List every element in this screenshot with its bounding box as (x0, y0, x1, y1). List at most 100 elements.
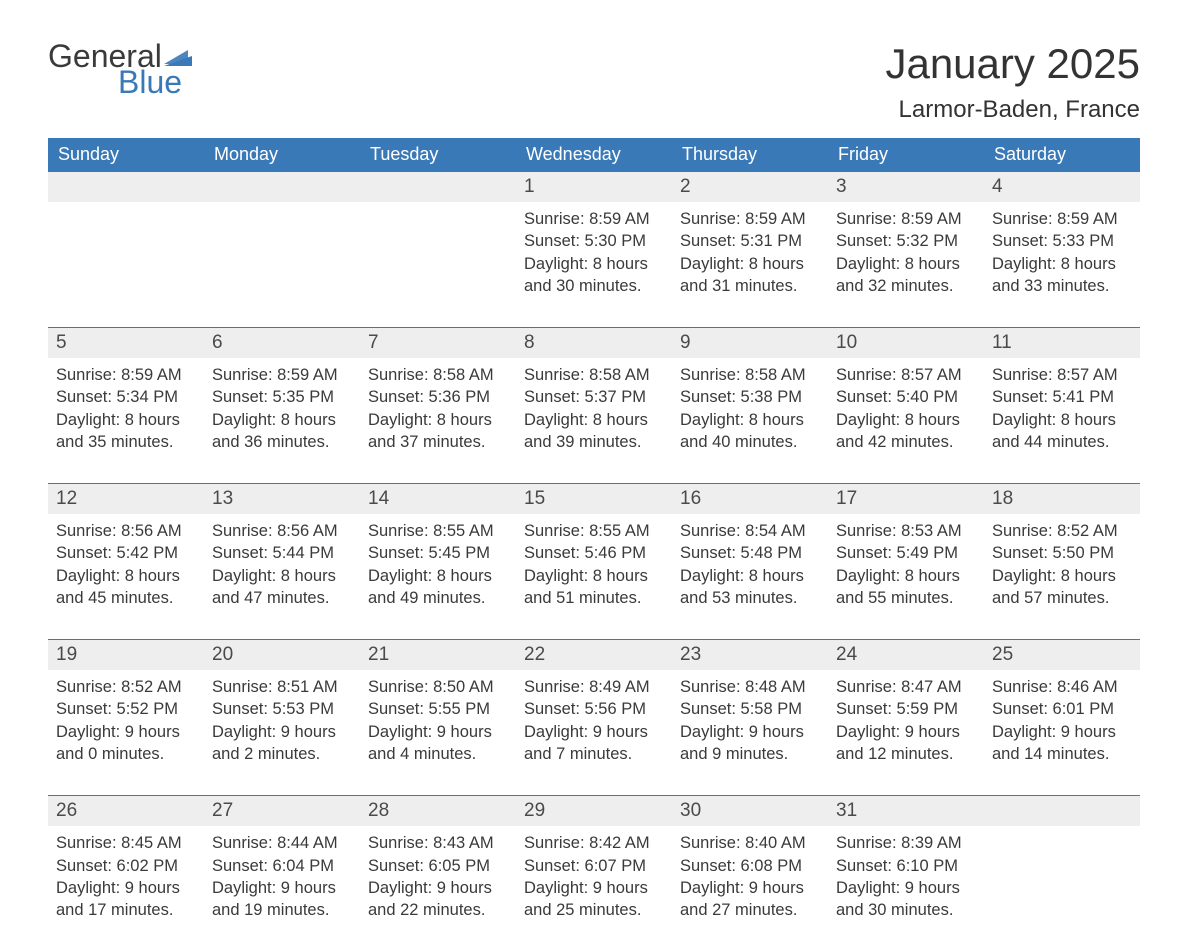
day-body: Sunrise: 8:51 AMSunset: 5:53 PMDaylight:… (204, 670, 360, 795)
day-body: Sunrise: 8:55 AMSunset: 5:45 PMDaylight:… (360, 514, 516, 639)
day-number: 26 (48, 796, 204, 826)
day-body: Sunrise: 8:59 AMSunset: 5:35 PMDaylight:… (204, 358, 360, 483)
day-body: Sunrise: 8:40 AMSunset: 6:08 PMDaylight:… (672, 826, 828, 951)
calendar-day-cell: 20Sunrise: 8:51 AMSunset: 5:53 PMDayligh… (204, 640, 360, 796)
calendar-day-cell (360, 172, 516, 328)
weekday-header: Sunday (48, 138, 204, 172)
day-number: 7 (360, 328, 516, 358)
day-body (48, 202, 204, 292)
page-header: General Blue January 2025 Larmor-Baden, … (48, 40, 1140, 124)
day-body: Sunrise: 8:53 AMSunset: 5:49 PMDaylight:… (828, 514, 984, 639)
day-number: 11 (984, 328, 1140, 358)
calendar-day-cell: 19Sunrise: 8:52 AMSunset: 5:52 PMDayligh… (48, 640, 204, 796)
calendar-day-cell: 8Sunrise: 8:58 AMSunset: 5:37 PMDaylight… (516, 328, 672, 484)
day-number: 17 (828, 484, 984, 514)
weekday-header: Tuesday (360, 138, 516, 172)
calendar-week-row: 26Sunrise: 8:45 AMSunset: 6:02 PMDayligh… (48, 796, 1140, 951)
weekday-header: Friday (828, 138, 984, 172)
day-number: 22 (516, 640, 672, 670)
calendar-day-cell: 22Sunrise: 8:49 AMSunset: 5:56 PMDayligh… (516, 640, 672, 796)
day-body (984, 826, 1140, 916)
day-number: 24 (828, 640, 984, 670)
calendar-day-cell: 31Sunrise: 8:39 AMSunset: 6:10 PMDayligh… (828, 796, 984, 951)
day-body: Sunrise: 8:59 AMSunset: 5:31 PMDaylight:… (672, 202, 828, 327)
calendar-day-cell: 18Sunrise: 8:52 AMSunset: 5:50 PMDayligh… (984, 484, 1140, 640)
day-body (204, 202, 360, 292)
day-body: Sunrise: 8:49 AMSunset: 5:56 PMDaylight:… (516, 670, 672, 795)
day-number: 15 (516, 484, 672, 514)
logo-text-blue: Blue (118, 66, 192, 98)
day-number: 2 (672, 172, 828, 202)
day-body: Sunrise: 8:47 AMSunset: 5:59 PMDaylight:… (828, 670, 984, 795)
calendar-day-cell: 29Sunrise: 8:42 AMSunset: 6:07 PMDayligh… (516, 796, 672, 951)
calendar-week-row: 1Sunrise: 8:59 AMSunset: 5:30 PMDaylight… (48, 172, 1140, 328)
calendar-day-cell: 12Sunrise: 8:56 AMSunset: 5:42 PMDayligh… (48, 484, 204, 640)
calendar-day-cell: 25Sunrise: 8:46 AMSunset: 6:01 PMDayligh… (984, 640, 1140, 796)
calendar-day-cell: 26Sunrise: 8:45 AMSunset: 6:02 PMDayligh… (48, 796, 204, 951)
calendar-day-cell: 30Sunrise: 8:40 AMSunset: 6:08 PMDayligh… (672, 796, 828, 951)
day-number: 6 (204, 328, 360, 358)
calendar-day-cell: 11Sunrise: 8:57 AMSunset: 5:41 PMDayligh… (984, 328, 1140, 484)
weekday-header: Thursday (672, 138, 828, 172)
weekday-header: Saturday (984, 138, 1140, 172)
day-number: 13 (204, 484, 360, 514)
day-number (360, 172, 516, 202)
day-body: Sunrise: 8:48 AMSunset: 5:58 PMDaylight:… (672, 670, 828, 795)
calendar-day-cell (48, 172, 204, 328)
day-number: 14 (360, 484, 516, 514)
calendar-day-cell: 21Sunrise: 8:50 AMSunset: 5:55 PMDayligh… (360, 640, 516, 796)
calendar-day-cell: 9Sunrise: 8:58 AMSunset: 5:38 PMDaylight… (672, 328, 828, 484)
day-number: 31 (828, 796, 984, 826)
day-number: 18 (984, 484, 1140, 514)
day-body: Sunrise: 8:44 AMSunset: 6:04 PMDaylight:… (204, 826, 360, 951)
day-number (204, 172, 360, 202)
calendar-day-cell: 10Sunrise: 8:57 AMSunset: 5:40 PMDayligh… (828, 328, 984, 484)
calendar-week-row: 19Sunrise: 8:52 AMSunset: 5:52 PMDayligh… (48, 640, 1140, 796)
logo: General Blue (48, 40, 192, 98)
day-number: 23 (672, 640, 828, 670)
calendar-table: SundayMondayTuesdayWednesdayThursdayFrid… (48, 138, 1140, 951)
day-body: Sunrise: 8:45 AMSunset: 6:02 PMDaylight:… (48, 826, 204, 951)
calendar-day-cell: 1Sunrise: 8:59 AMSunset: 5:30 PMDaylight… (516, 172, 672, 328)
day-body: Sunrise: 8:57 AMSunset: 5:41 PMDaylight:… (984, 358, 1140, 483)
calendar-day-cell: 24Sunrise: 8:47 AMSunset: 5:59 PMDayligh… (828, 640, 984, 796)
calendar-week-row: 5Sunrise: 8:59 AMSunset: 5:34 PMDaylight… (48, 328, 1140, 484)
day-body: Sunrise: 8:59 AMSunset: 5:32 PMDaylight:… (828, 202, 984, 327)
day-body: Sunrise: 8:52 AMSunset: 5:50 PMDaylight:… (984, 514, 1140, 639)
day-body: Sunrise: 8:42 AMSunset: 6:07 PMDaylight:… (516, 826, 672, 951)
day-number: 27 (204, 796, 360, 826)
calendar-day-cell: 4Sunrise: 8:59 AMSunset: 5:33 PMDaylight… (984, 172, 1140, 328)
day-body: Sunrise: 8:52 AMSunset: 5:52 PMDaylight:… (48, 670, 204, 795)
day-number: 20 (204, 640, 360, 670)
day-number (984, 796, 1140, 826)
day-number: 29 (516, 796, 672, 826)
month-title: January 2025 (885, 40, 1140, 88)
day-body: Sunrise: 8:57 AMSunset: 5:40 PMDaylight:… (828, 358, 984, 483)
day-number: 5 (48, 328, 204, 358)
day-body: Sunrise: 8:58 AMSunset: 5:38 PMDaylight:… (672, 358, 828, 483)
day-body: Sunrise: 8:56 AMSunset: 5:44 PMDaylight:… (204, 514, 360, 639)
day-body: Sunrise: 8:58 AMSunset: 5:37 PMDaylight:… (516, 358, 672, 483)
calendar-week-row: 12Sunrise: 8:56 AMSunset: 5:42 PMDayligh… (48, 484, 1140, 640)
calendar-day-cell (984, 796, 1140, 951)
calendar-day-cell: 3Sunrise: 8:59 AMSunset: 5:32 PMDaylight… (828, 172, 984, 328)
flag-icon (164, 46, 192, 66)
calendar-day-cell: 17Sunrise: 8:53 AMSunset: 5:49 PMDayligh… (828, 484, 984, 640)
day-body (360, 202, 516, 292)
day-body: Sunrise: 8:50 AMSunset: 5:55 PMDaylight:… (360, 670, 516, 795)
weekday-header: Monday (204, 138, 360, 172)
day-body: Sunrise: 8:55 AMSunset: 5:46 PMDaylight:… (516, 514, 672, 639)
day-body: Sunrise: 8:58 AMSunset: 5:36 PMDaylight:… (360, 358, 516, 483)
day-body: Sunrise: 8:59 AMSunset: 5:30 PMDaylight:… (516, 202, 672, 327)
day-number: 16 (672, 484, 828, 514)
day-number: 12 (48, 484, 204, 514)
calendar-day-cell (204, 172, 360, 328)
day-number: 4 (984, 172, 1140, 202)
calendar-day-cell: 16Sunrise: 8:54 AMSunset: 5:48 PMDayligh… (672, 484, 828, 640)
day-number: 10 (828, 328, 984, 358)
calendar-day-cell: 23Sunrise: 8:48 AMSunset: 5:58 PMDayligh… (672, 640, 828, 796)
day-body: Sunrise: 8:43 AMSunset: 6:05 PMDaylight:… (360, 826, 516, 951)
day-number: 30 (672, 796, 828, 826)
day-number: 28 (360, 796, 516, 826)
day-number (48, 172, 204, 202)
